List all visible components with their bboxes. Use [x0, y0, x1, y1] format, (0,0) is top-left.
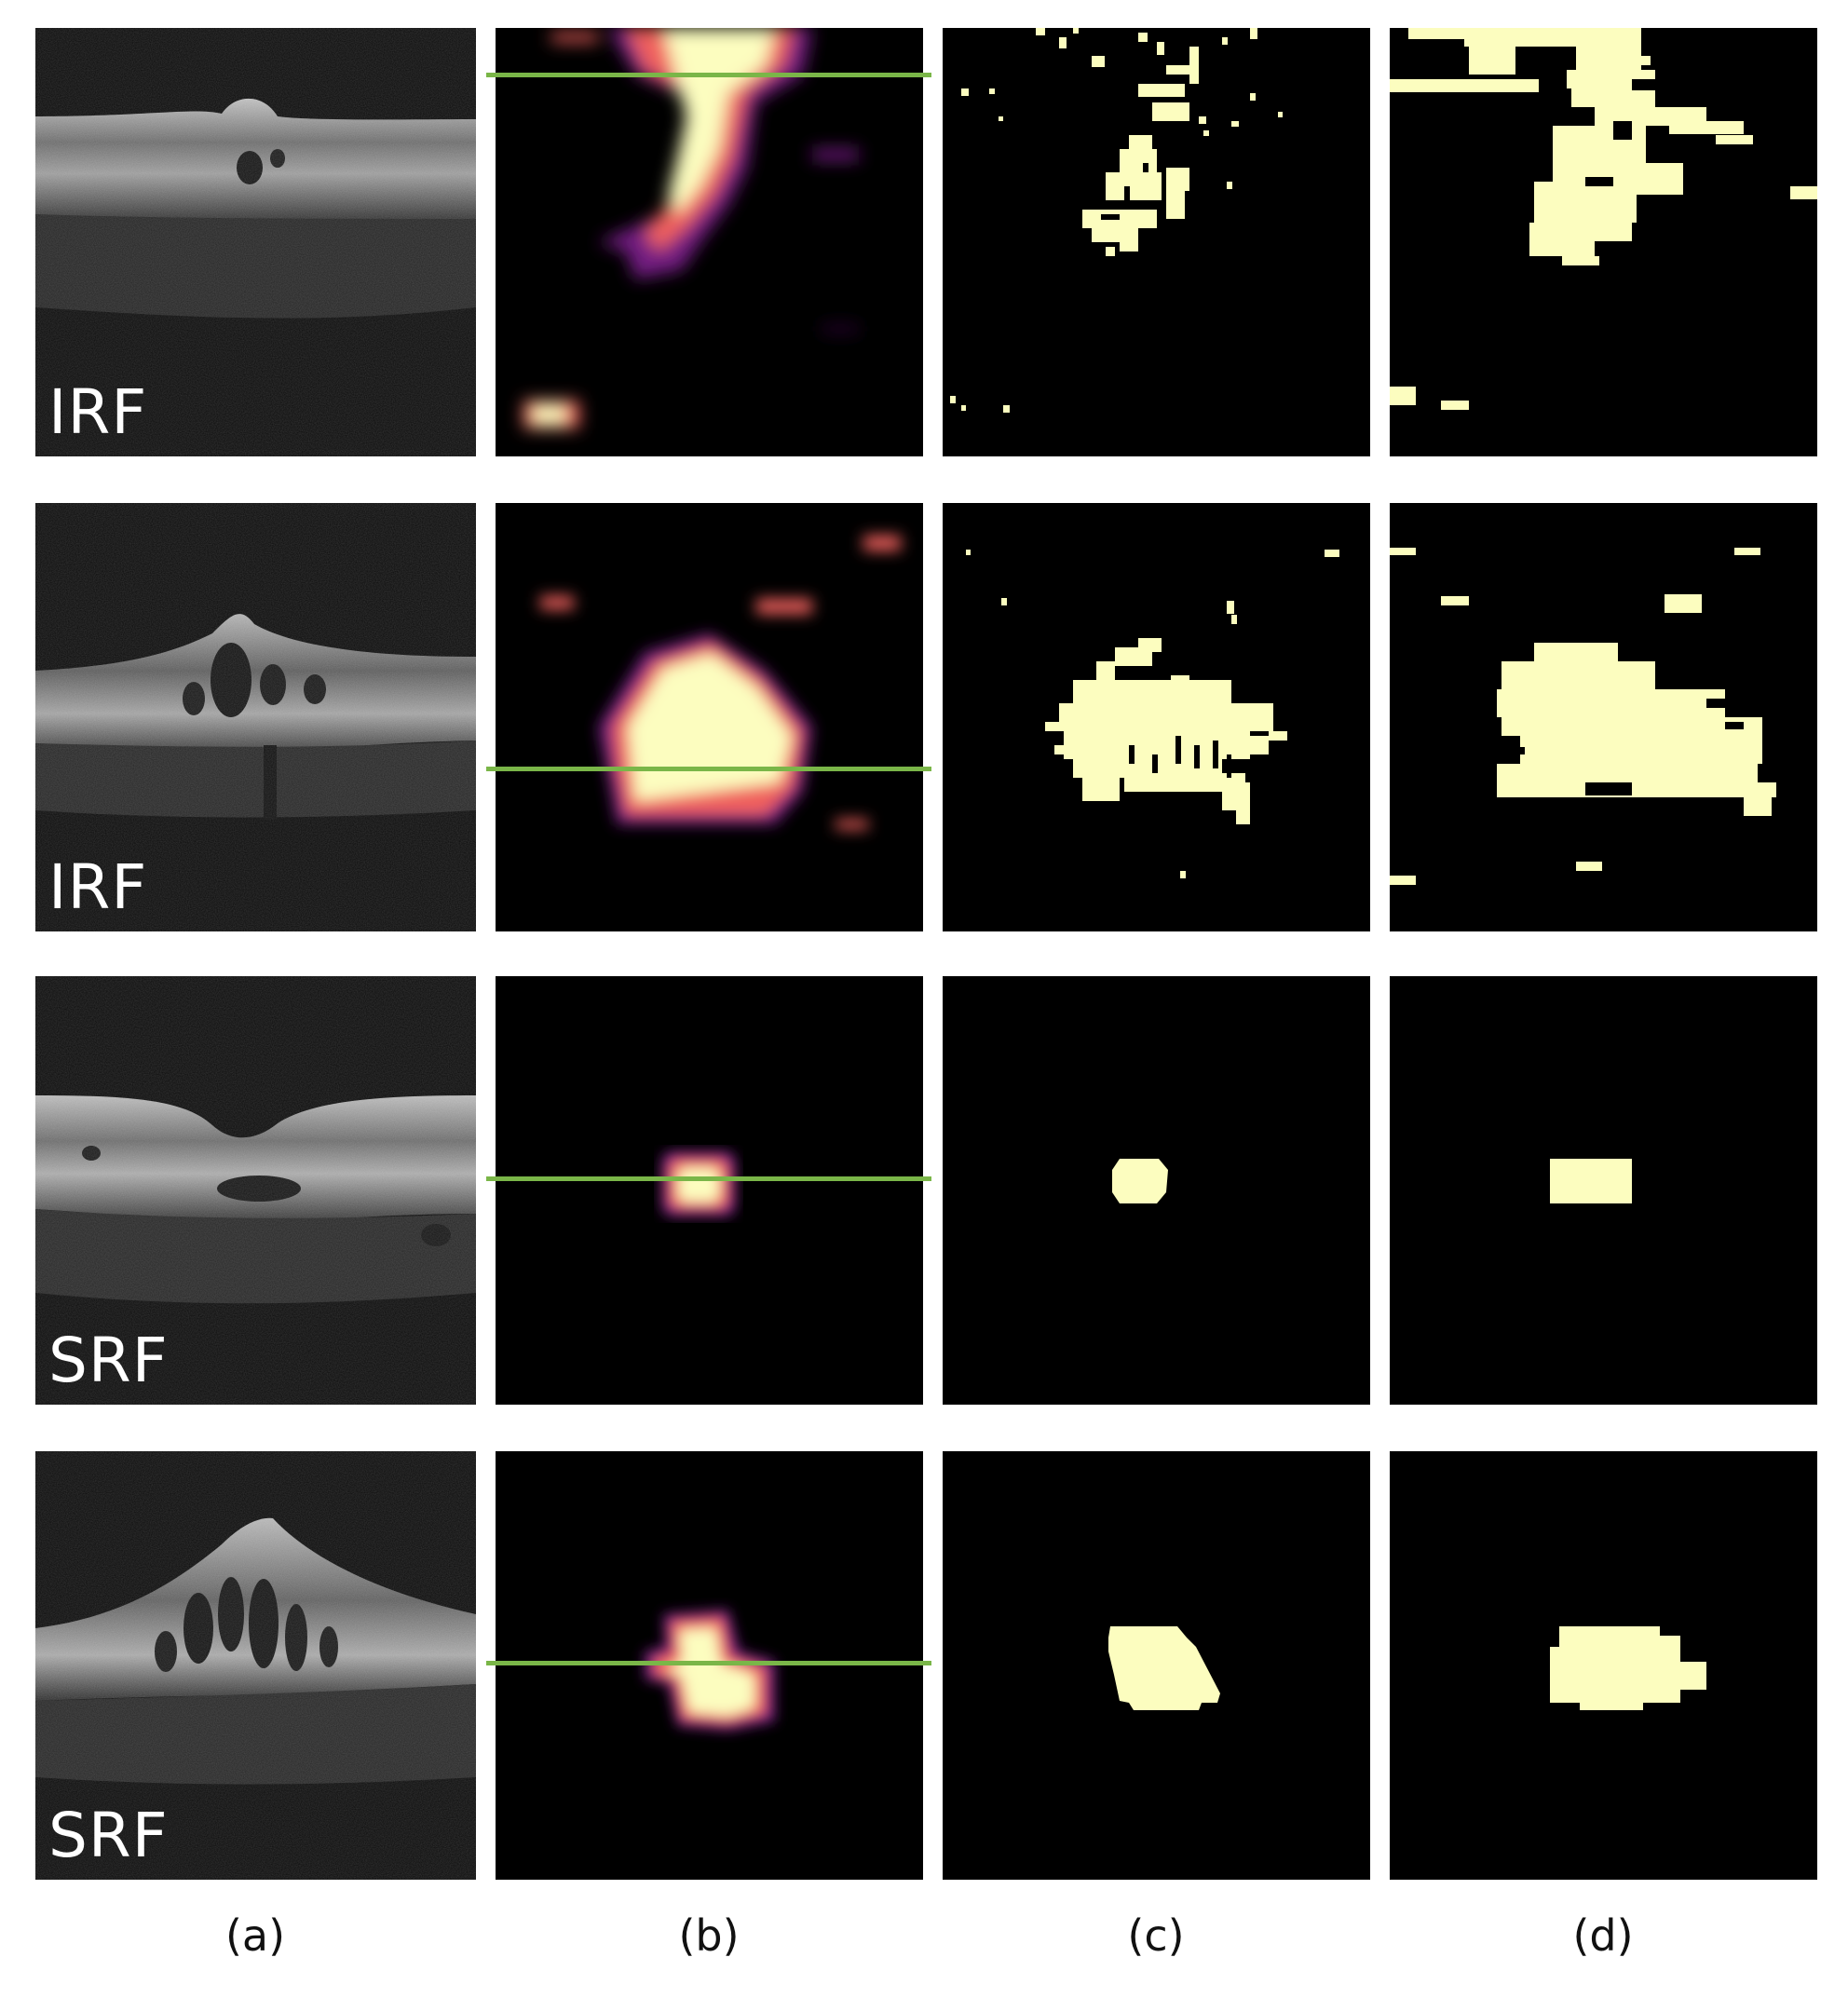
column-label-a: (a) — [224, 1910, 286, 1961]
oct-label-irf: IRF — [48, 851, 148, 923]
oct-label-srf: SRF — [48, 1325, 169, 1396]
slice-indicator-line-row-1 — [486, 73, 931, 77]
attention-heatmap-row-4 — [496, 1451, 923, 1880]
oct-bscan-row-4: SRF — [35, 1451, 476, 1880]
ground-truth-image — [1390, 28, 1817, 410]
ground-truth-mask-row-3 — [1390, 976, 1817, 1405]
mask-image — [950, 28, 1283, 413]
column-label-d: (d) — [1572, 1910, 1634, 1961]
ground-truth-mask-row-2 — [1390, 503, 1817, 931]
slice-indicator-line-row-4 — [486, 1661, 931, 1665]
oct-label-srf: SRF — [48, 1800, 169, 1871]
oct-label-irf: IRF — [48, 376, 148, 448]
prediction-mask-row-4 — [943, 1451, 1370, 1880]
ground-truth-mask-row-4 — [1390, 1451, 1817, 1880]
oct-bscan-image — [35, 503, 476, 931]
prediction-mask-row-3 — [943, 976, 1370, 1405]
heatmap-image — [540, 536, 901, 829]
mask-image — [1112, 1159, 1168, 1203]
column-label-b: (b) — [678, 1910, 740, 1961]
heatmap-image — [645, 1610, 775, 1731]
oct-bscan-row-1: IRF — [35, 28, 476, 456]
mask-image — [966, 550, 1339, 878]
attention-heatmap-row-3 — [496, 976, 923, 1405]
oct-bscan-image — [35, 28, 476, 456]
mask-image — [1108, 1626, 1220, 1710]
oct-bscan-row-2: IRF — [35, 503, 476, 931]
oct-bscan-image — [35, 1451, 476, 1880]
heatmap-image — [523, 28, 859, 428]
slice-indicator-line-row-2 — [486, 767, 931, 771]
heatmap-image — [661, 1151, 736, 1216]
prediction-mask-row-1 — [943, 28, 1370, 456]
prediction-mask-row-2 — [943, 503, 1370, 931]
ground-truth-image — [1550, 1626, 1706, 1710]
ground-truth-image — [1550, 1159, 1632, 1203]
ground-truth-mask-row-1 — [1390, 28, 1817, 456]
attention-heatmap-row-2 — [496, 503, 923, 931]
ground-truth-image — [1390, 548, 1776, 885]
attention-heatmap-row-1 — [496, 28, 923, 456]
slice-indicator-line-row-3 — [486, 1176, 931, 1181]
oct-bscan-image — [35, 976, 476, 1405]
oct-bscan-row-3: SRF — [35, 976, 476, 1405]
column-label-c: (c) — [1127, 1910, 1185, 1961]
